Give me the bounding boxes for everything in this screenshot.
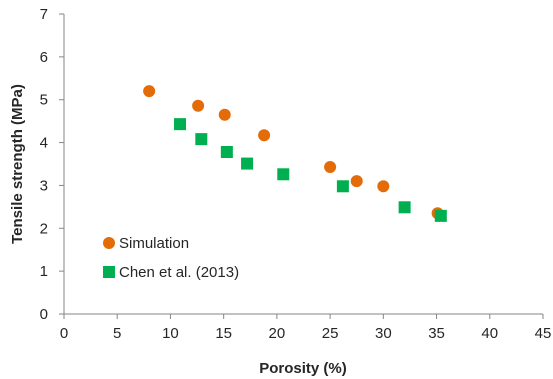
chen-2013-point	[195, 133, 208, 146]
x-tick-label: 30	[375, 325, 392, 342]
x-axis-title: Porosity (%)	[259, 360, 347, 377]
legend-chen-marker	[103, 266, 115, 278]
data-points	[143, 85, 447, 222]
x-tick-label: 5	[113, 325, 121, 342]
x-tick-label: 25	[322, 325, 339, 342]
plot-area	[63, 14, 543, 315]
simulation-point	[258, 129, 271, 142]
chen-2013-point	[434, 209, 447, 222]
simulation-point	[192, 99, 205, 112]
y-tick-label: 0	[40, 306, 48, 323]
x-tick-label: 10	[162, 325, 179, 342]
y-tick-label: 1	[40, 263, 48, 280]
x-tick-label: 15	[215, 325, 232, 342]
legend: Simulation Chen et al. (2013)	[103, 235, 239, 281]
y-tick-label: 4	[40, 135, 48, 152]
x-tick-label: 0	[60, 325, 68, 342]
chen-2013-point	[398, 201, 411, 214]
x-tick-label: 45	[535, 325, 552, 342]
y-tick-label: 3	[40, 177, 48, 194]
y-tick-group: 0 1 2 3 4 5 6 7	[40, 6, 64, 323]
chen-2013-point	[241, 157, 254, 170]
x-tick-group: 0 5 10 15 20 25 30 35 40 45	[60, 314, 552, 342]
y-tick-label: 6	[40, 49, 48, 66]
x-tick-label: 20	[269, 325, 286, 342]
simulation-point	[324, 161, 337, 173]
x-tick-label: 40	[481, 325, 498, 342]
chen-2013-point	[174, 118, 187, 131]
y-tick-label: 2	[40, 220, 48, 237]
legend-chen-label: Chen et al. (2013)	[119, 264, 239, 281]
simulation-point	[143, 85, 156, 98]
legend-simulation-label: Simulation	[119, 235, 189, 252]
chen-2013-point	[336, 180, 349, 193]
simulation-point	[218, 108, 231, 121]
chen-2013-point	[277, 168, 290, 181]
chen-2013-point	[220, 146, 233, 158]
legend-simulation-marker	[103, 237, 115, 249]
simulation-point	[350, 175, 363, 188]
y-tick-label: 5	[40, 92, 48, 109]
y-tick-label: 7	[40, 6, 48, 23]
simulation-point	[377, 180, 390, 193]
x-tick-label: 35	[428, 325, 445, 342]
y-axis-title: Tensile strength (MPa)	[9, 84, 26, 244]
